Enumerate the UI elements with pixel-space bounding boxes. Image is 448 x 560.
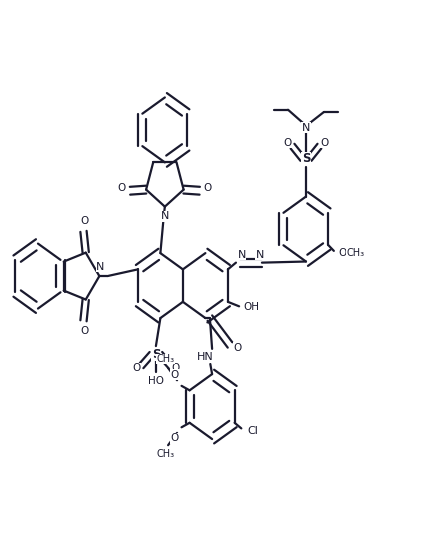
Text: N: N xyxy=(161,211,169,221)
Text: OH: OH xyxy=(243,302,259,312)
Text: HN: HN xyxy=(197,352,214,362)
Text: O: O xyxy=(321,138,329,148)
Text: Cl: Cl xyxy=(247,426,258,436)
Text: CH₃: CH₃ xyxy=(156,449,174,459)
Text: N: N xyxy=(255,250,264,260)
Text: O: O xyxy=(283,138,291,148)
Text: HO: HO xyxy=(148,376,164,386)
Text: O: O xyxy=(81,326,89,336)
Text: O: O xyxy=(118,183,126,193)
Text: N: N xyxy=(96,262,104,272)
Text: O: O xyxy=(171,433,179,444)
Text: O: O xyxy=(233,343,241,353)
Text: N: N xyxy=(237,250,246,260)
Text: O: O xyxy=(204,183,212,193)
Text: CH₃: CH₃ xyxy=(156,354,174,364)
Text: S: S xyxy=(302,152,310,165)
Text: O: O xyxy=(172,363,180,374)
Text: O: O xyxy=(339,248,347,258)
Text: N: N xyxy=(302,123,310,133)
Text: O: O xyxy=(81,216,89,226)
Text: CH₃: CH₃ xyxy=(346,248,364,258)
Text: O: O xyxy=(171,370,179,380)
Text: O: O xyxy=(132,363,140,374)
Text: S: S xyxy=(152,348,160,361)
